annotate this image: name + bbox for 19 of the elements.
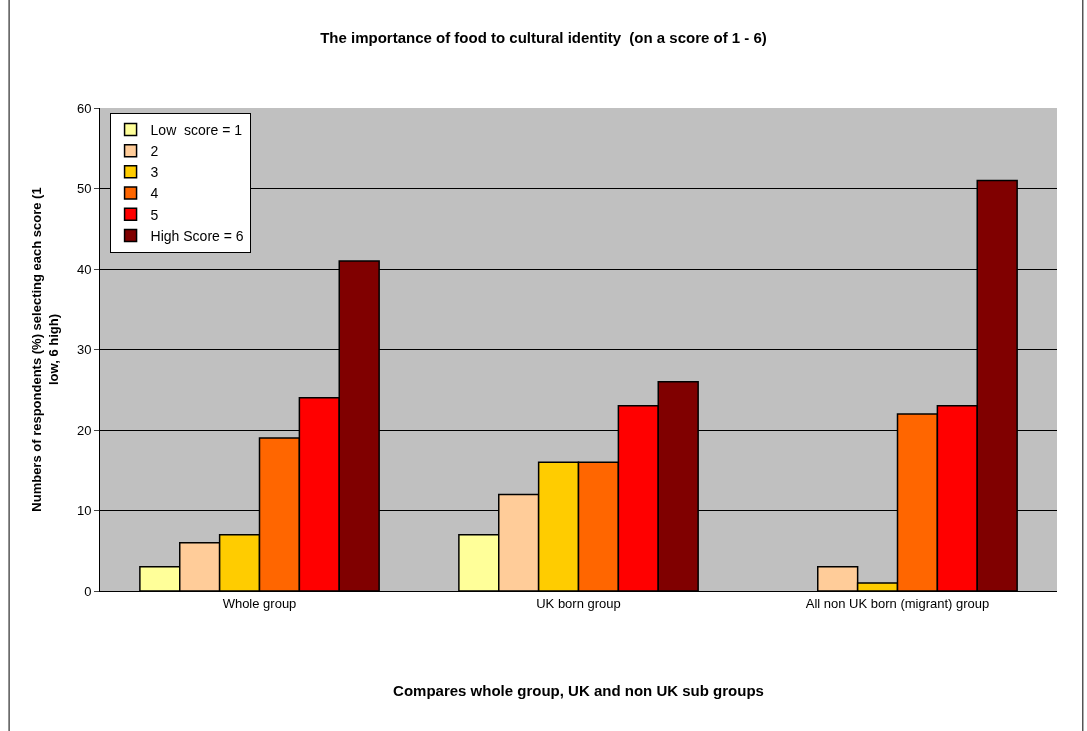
y-tick-label: 0 [84,583,92,599]
y-tick-label: 30 [76,342,92,358]
y-tick-label: 10 [76,503,92,519]
x-tick-label: All non UK born (migrant) group [805,595,990,611]
y-tick-label: 20 [76,422,92,438]
chart-title: The importance of food to cultural identity (on a score of 1 - 6) [320,29,767,47]
y-tick-label: 40 [76,261,92,277]
y-tick-label: 60 [76,100,92,116]
x-tick-label: Whole group [222,595,297,611]
x-tick-label: UK born group [536,595,621,611]
y-axis-title: Numbers of respondents (%) selecting each score (1 low, 6 high) [28,187,61,512]
legend-label: 3 [150,164,159,181]
legend-label: 2 [150,143,159,160]
legend-label: 5 [150,206,159,223]
legend-label: Low score = 1 [150,121,243,138]
legend-label: 4 [150,185,159,202]
legend-label: High Score = 6 [150,227,244,244]
x-axis-title: Compares whole group, UK and non UK sub groups [393,681,764,699]
y-tick-label: 50 [76,181,92,197]
